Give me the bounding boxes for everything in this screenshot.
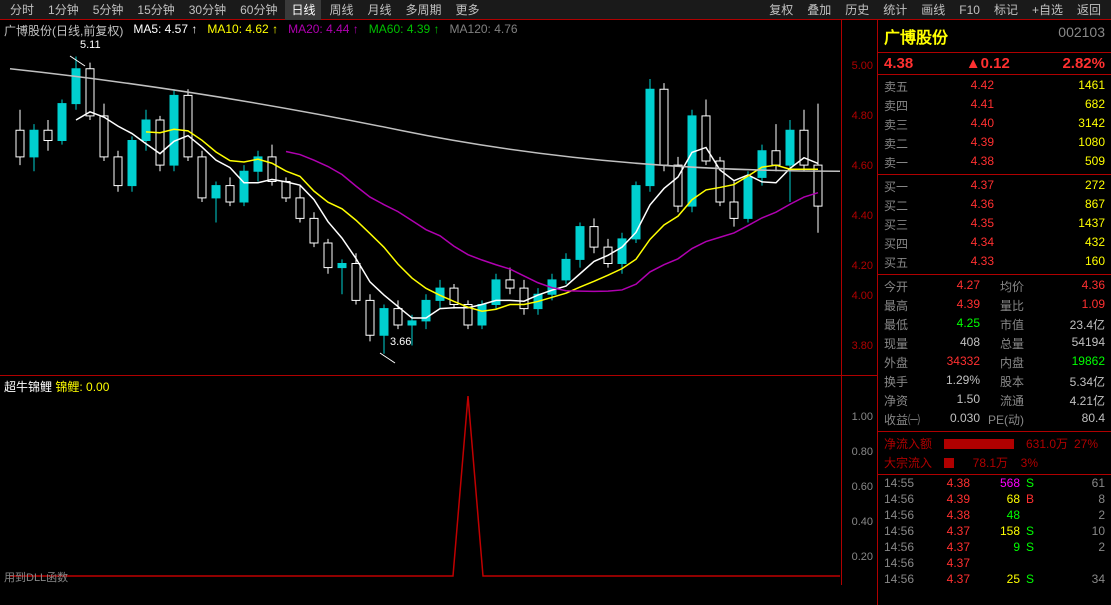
orderbook-row[interactable]: 卖三4.403142 (878, 115, 1111, 134)
period-tab[interactable]: 60分钟 (234, 0, 283, 20)
chart-area: 广博股份(日线,前复权) MA5: 4.57 ↑ MA10: 4.62 ↑ MA20:… (0, 20, 878, 605)
orderbook-row[interactable]: 卖二4.391080 (878, 134, 1111, 153)
indicator-chart[interactable]: 超牛锦鲤 锦鲤: 0.00 1.00 0.80 0.60 0.40 0.20 用到DLL… (0, 376, 877, 585)
toolbar-button[interactable]: +自选 (1026, 0, 1069, 20)
orderbook-bids: 买一4.37272买二4.36867买三4.351437买四4.34432买五4… (878, 175, 1111, 275)
period-tab[interactable]: 月线 (362, 0, 398, 20)
axis-tick: 5.00 (852, 60, 873, 72)
orderbook-row[interactable]: 买五4.33160 (878, 253, 1111, 272)
ma-label: MA5: 4.57 ↑ (133, 22, 197, 39)
axis-tick: 0.20 (852, 551, 873, 563)
info-row: 今开4.27均价4.36 (878, 277, 1111, 296)
ma-label: MA60: 4.39 ↑ (369, 22, 440, 39)
period-tab[interactable]: 15分钟 (131, 0, 180, 20)
period-tab[interactable]: 更多 (450, 0, 486, 20)
tick-row: 14:554.38568S61 (878, 475, 1111, 491)
svg-text:5.11: 5.11 (80, 39, 101, 51)
indicator-value: 锦鲤: 0.00 (55, 380, 109, 394)
axis-tick: 4.40 (852, 210, 873, 222)
axis-tick: 1.00 (852, 411, 873, 423)
toolbar-button[interactable]: 历史 (839, 0, 875, 20)
info-row: 换手1.29%股本5.34亿 (878, 372, 1111, 391)
toolbar-button[interactable]: 复权 (763, 0, 799, 20)
orderbook-asks: 卖五4.421461卖四4.41682卖三4.403142卖二4.391080卖… (878, 75, 1111, 175)
toolbar-button[interactable]: 统计 (877, 0, 913, 20)
tick-row: 14:564.379S2 (878, 539, 1111, 555)
price-change: ▲0.12 (966, 55, 1010, 72)
orderbook-row[interactable]: 卖一4.38509 (878, 153, 1111, 172)
tick-list: 14:554.38568S6114:564.3968B814:564.38482… (878, 475, 1111, 605)
stock-name: 广博股份 (884, 24, 948, 48)
ma-label: MA120: 4.76 (450, 22, 518, 39)
axis-tick: 4.00 (852, 290, 873, 302)
indicator-footer: 用到DLL函数 (4, 569, 68, 585)
orderbook-row[interactable]: 买二4.36867 (878, 196, 1111, 215)
price-change-pct: 2.82% (1062, 55, 1105, 72)
svg-text:3.66: 3.66 (390, 336, 411, 348)
main-chart[interactable]: 广博股份(日线,前复权) MA5: 4.57 ↑ MA10: 4.62 ↑ MA20:… (0, 20, 877, 376)
orderbook-row[interactable]: 卖五4.421461 (878, 77, 1111, 96)
orderbook-row[interactable]: 买三4.351437 (878, 215, 1111, 234)
info-row: 净资1.50流通4.21亿 (878, 391, 1111, 410)
axis-tick: 4.60 (852, 160, 873, 172)
tick-row: 14:564.37158S10 (878, 523, 1111, 539)
info-row: 最高4.39量比1.09 (878, 296, 1111, 315)
toolbar-button[interactable]: 标记 (988, 0, 1024, 20)
axis-tick: 0.80 (852, 446, 873, 458)
ma-label: MA20: 4.44 ↑ (288, 22, 359, 39)
toolbar-button[interactable]: 叠加 (801, 0, 837, 20)
info-row: 现量408总量54194 (878, 334, 1111, 353)
toolbar-button[interactable]: 画线 (915, 0, 951, 20)
period-toolbar: 分时1分钟5分钟15分钟30分钟60分钟日线周线月线多周期更多 复权叠加历史统计画… (0, 0, 1111, 20)
axis-tick: 4.80 (852, 110, 873, 122)
period-tab[interactable]: 日线 (285, 0, 321, 20)
tick-row: 14:564.3725S34 (878, 571, 1111, 587)
axis-tick: 0.60 (852, 481, 873, 493)
toolbar-button[interactable]: F10 (953, 1, 986, 19)
chart-title: 广博股份(日线,前复权) (4, 22, 123, 39)
orderbook-row[interactable]: 买一4.37272 (878, 177, 1111, 196)
info-row: 收益㈠0.030PE(动)80.4 (878, 410, 1111, 429)
stock-code: 002103 (1058, 24, 1105, 48)
orderbook-row[interactable]: 卖四4.41682 (878, 96, 1111, 115)
tick-row: 14:564.38482 (878, 507, 1111, 523)
info-row: 外盘34332内盘19862 (878, 353, 1111, 372)
indicator-name: 超牛锦鲤 (4, 380, 52, 394)
axis-tick: 0.40 (852, 516, 873, 528)
tick-row: 14:564.37 (878, 555, 1111, 571)
ma-label: MA10: 4.62 ↑ (207, 22, 278, 39)
money-flow: 净流入额631.0万27%大宗流入78.1万3% (878, 432, 1111, 475)
last-price: 4.38 (884, 55, 913, 72)
toolbar-button[interactable]: 返回 (1071, 0, 1107, 20)
orderbook-row[interactable]: 买四4.34432 (878, 234, 1111, 253)
period-tab[interactable]: 周线 (323, 0, 359, 20)
price-row: 4.38 ▲0.12 2.82% (878, 53, 1111, 75)
period-tab[interactable]: 分时 (4, 0, 40, 20)
period-tab[interactable]: 多周期 (400, 0, 448, 20)
period-tab[interactable]: 5分钟 (87, 0, 130, 20)
period-tab[interactable]: 30分钟 (183, 0, 232, 20)
flow-row: 大宗流入78.1万3% (878, 453, 1111, 472)
stock-info: 今开4.27均价4.36最高4.39量比1.09最低4.25市值23.4亿现量4… (878, 275, 1111, 432)
info-row: 最低4.25市值23.4亿 (878, 315, 1111, 334)
axis-tick: 4.20 (852, 260, 873, 272)
axis-tick: 3.80 (852, 340, 873, 352)
flow-row: 净流入额631.0万27% (878, 434, 1111, 453)
period-tab[interactable]: 1分钟 (42, 0, 85, 20)
quote-panel: 广博股份 002103 4.38 ▲0.12 2.82% 卖五4.421461卖… (878, 20, 1111, 605)
tick-row: 14:564.3968B8 (878, 491, 1111, 507)
